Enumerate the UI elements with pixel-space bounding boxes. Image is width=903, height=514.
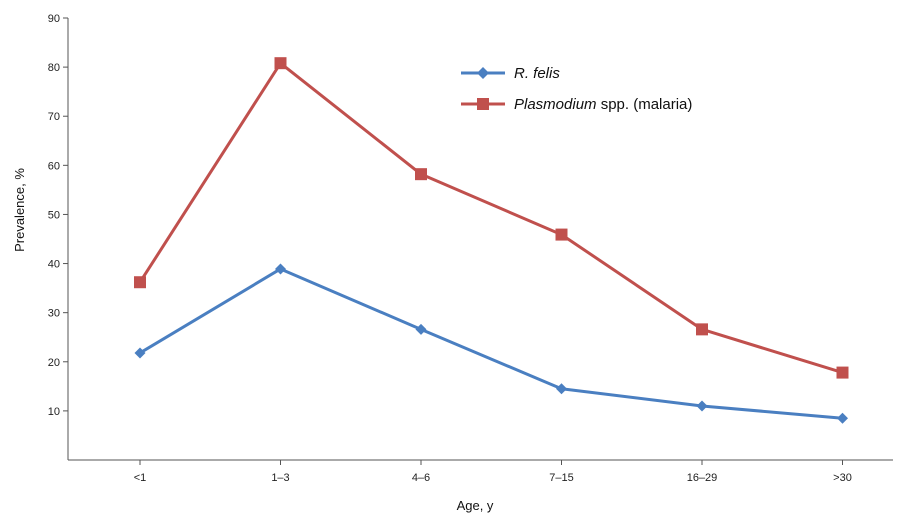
data-point-marker <box>837 412 848 424</box>
y-tick-label: 20 <box>48 357 60 369</box>
y-tick-label: 30 <box>48 308 60 320</box>
x-axis-title: Age, y <box>457 498 494 513</box>
data-point-marker <box>555 228 568 241</box>
y-tick-label: 70 <box>48 111 60 123</box>
data-point-marker <box>134 347 146 359</box>
x-tick-label: 1–3 <box>271 472 289 484</box>
x-tick-label: 16–29 <box>687 472 718 484</box>
legend-item: R. felis <box>461 65 560 82</box>
series-r-felis <box>134 263 848 424</box>
legend: R. felis Plasmodium spp. (malaria) <box>461 65 692 113</box>
data-point-marker <box>275 263 286 275</box>
series-plasmodium <box>134 57 849 379</box>
x-axis: <1 1–3 4–6 7–15 16–29 >30 <box>68 459 893 484</box>
x-tick-label: >30 <box>833 472 852 484</box>
series-line <box>139 267 843 420</box>
data-point-marker <box>696 400 708 412</box>
data-point-marker <box>696 323 708 336</box>
legend-label: R. felis <box>514 65 560 82</box>
y-tick-label: 80 <box>48 62 60 74</box>
legend-label-italic: Plasmodium <box>514 96 597 113</box>
x-tick-label: 7–15 <box>549 472 573 484</box>
x-tick-label: 4–6 <box>412 472 430 484</box>
y-tick-label: 60 <box>48 160 60 172</box>
series-line <box>138 61 843 375</box>
legend-label-italic: R. felis <box>514 65 560 82</box>
data-point-marker <box>415 168 427 181</box>
y-tick-label: 50 <box>48 209 60 221</box>
legend-label-rest: spp. (malaria) <box>597 96 693 113</box>
series-layer <box>134 57 849 424</box>
legend-swatch-marker <box>477 67 489 79</box>
data-point-marker <box>134 276 146 289</box>
y-axis-title: Prevalence, % <box>12 168 27 252</box>
x-tick-label: <1 <box>134 472 147 484</box>
data-point-marker <box>415 323 427 335</box>
legend-label: Plasmodium spp. (malaria) <box>514 96 692 113</box>
data-point-marker <box>836 366 849 379</box>
y-tick-label: 40 <box>48 259 60 271</box>
legend-swatch-marker <box>477 98 489 110</box>
y-axis: 10 20 30 40 50 60 70 80 90 <box>48 13 69 460</box>
data-point-marker <box>556 383 567 395</box>
y-tick-label: 10 <box>48 406 60 418</box>
data-point-marker <box>274 57 287 70</box>
y-tick-label: 90 <box>48 13 60 25</box>
legend-item: Plasmodium spp. (malaria) <box>461 96 692 113</box>
